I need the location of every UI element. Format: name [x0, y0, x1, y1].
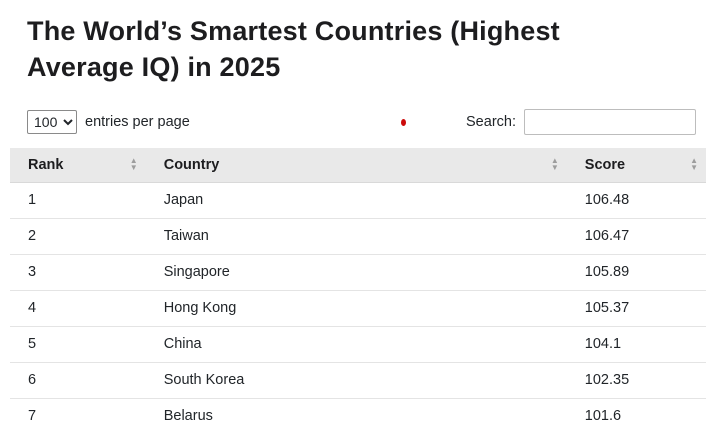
- table-row: 3 Singapore 105.89: [10, 254, 706, 291]
- table-row: 4 Hong Kong 105.37: [10, 290, 706, 327]
- search-label: Search:: [466, 113, 516, 130]
- cell-rank: 5: [10, 326, 146, 363]
- table-row: 1 Japan 106.48: [10, 182, 706, 219]
- countries-table: Rank ▲ ▼ Country ▲ ▼ Score ▲ ▼ 1 Japan 106.…: [10, 147, 706, 430]
- cell-country: Singapore: [145, 254, 567, 291]
- countries-table-wrap: Rank ▲ ▼ Country ▲ ▼ Score ▲ ▼ 1 Japan 106.…: [10, 147, 706, 430]
- page-title: The World’s Smartest Countries (Highest …: [27, 16, 560, 82]
- entries-per-page-label: entries per page: [85, 113, 190, 130]
- cell-score: 102.35: [566, 362, 706, 399]
- cell-rank: 4: [10, 290, 146, 327]
- cell-rank: 7: [10, 398, 146, 430]
- column-header-score-label: Score: [584, 156, 626, 173]
- column-header-rank[interactable]: Rank ▲ ▼: [10, 147, 146, 183]
- table-controls: 100 entries per page Search:: [27, 108, 696, 135]
- cell-score: 106.48: [566, 182, 706, 219]
- column-header-country[interactable]: Country ▲ ▼: [145, 147, 567, 183]
- column-header-rank-label: Rank: [28, 156, 64, 173]
- sort-icons[interactable]: ▲ ▼: [550, 156, 559, 172]
- cell-country: Hong Kong: [145, 290, 567, 327]
- red-cursor-dot: [401, 119, 406, 126]
- cell-rank: 3: [10, 254, 146, 291]
- entries-per-page-select[interactable]: 100: [27, 109, 77, 134]
- sort-icons[interactable]: ▲ ▼: [690, 156, 698, 172]
- sort-asc-icon: ▲: [129, 156, 138, 166]
- search-control: Search:: [466, 108, 696, 135]
- cell-country: South Korea: [145, 362, 567, 399]
- sort-desc-icon: ▼: [129, 162, 138, 172]
- cell-country: Japan: [145, 182, 567, 219]
- table-body: 1 Japan 106.48 2 Taiwan 106.47 3 Singapo…: [10, 182, 706, 430]
- cell-country: Belarus: [145, 398, 567, 430]
- cell-score: 106.47: [566, 218, 706, 255]
- table-header-row: Rank ▲ ▼ Country ▲ ▼ Score ▲ ▼: [10, 147, 706, 183]
- table-row: 6 South Korea 102.35: [10, 362, 706, 399]
- sort-icons[interactable]: ▲ ▼: [129, 156, 138, 172]
- cell-score: 101.6: [566, 398, 706, 430]
- search-input[interactable]: [524, 108, 696, 135]
- cell-rank: 1: [10, 182, 146, 219]
- sort-asc-icon: ▲: [550, 156, 559, 166]
- table-row: 7 Belarus 101.6: [10, 398, 706, 430]
- cell-score: 105.37: [566, 290, 706, 327]
- column-header-country-label: Country: [163, 156, 220, 173]
- cell-country: Taiwan: [145, 218, 567, 255]
- cell-rank: 6: [10, 362, 146, 399]
- cell-country: China: [145, 326, 567, 363]
- sort-desc-icon: ▼: [550, 162, 559, 172]
- cell-score: 104.1: [566, 326, 706, 363]
- entries-per-page-control: 100 entries per page: [27, 109, 190, 134]
- cell-rank: 2: [10, 218, 146, 255]
- sort-desc-icon: ▼: [690, 162, 698, 172]
- sort-asc-icon: ▲: [690, 156, 698, 166]
- cell-score: 105.89: [566, 254, 706, 291]
- table-row: 2 Taiwan 106.47: [10, 218, 706, 255]
- table-row: 5 China 104.1: [10, 326, 706, 363]
- column-header-score[interactable]: Score ▲ ▼: [566, 147, 706, 183]
